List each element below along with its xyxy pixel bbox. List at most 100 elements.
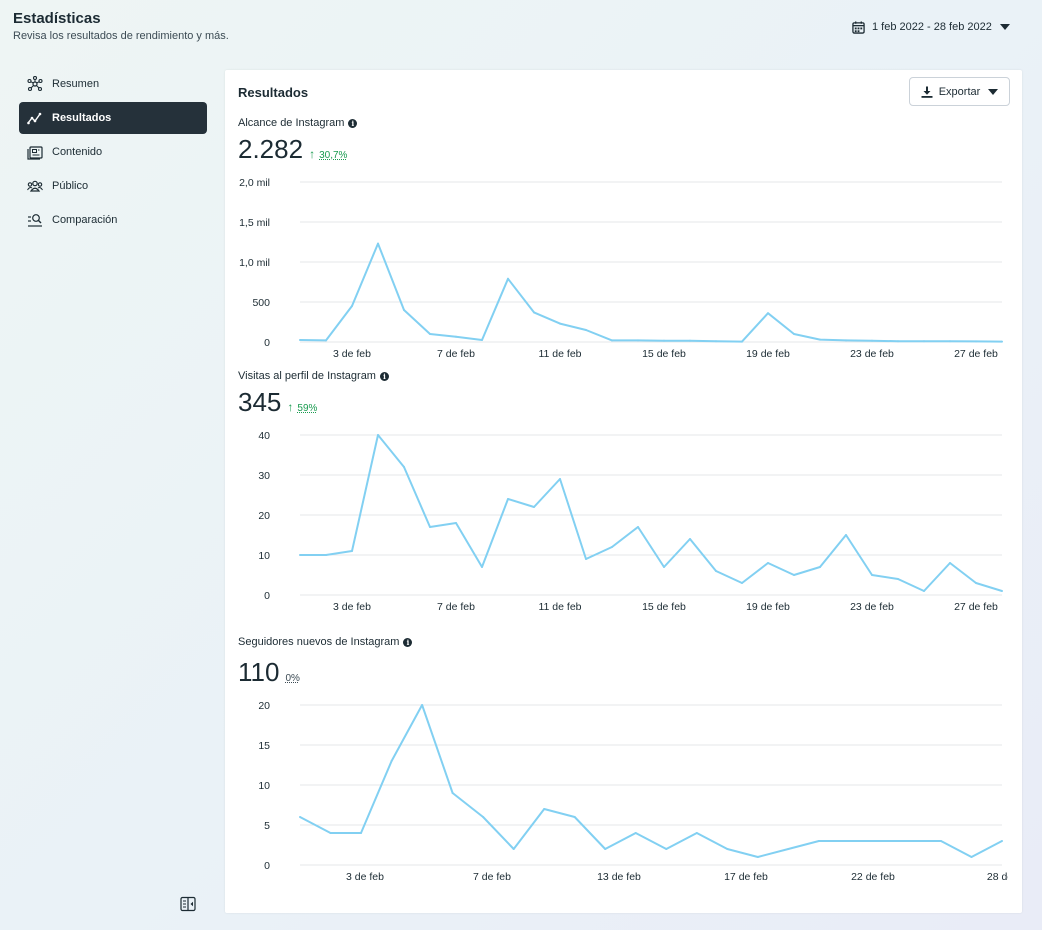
y-tick-label: 10 <box>258 550 270 562</box>
sidebar-item-publico[interactable]: Público <box>19 170 207 202</box>
x-tick-label: 11 de feb <box>538 348 581 360</box>
x-tick-label: 3 de feb <box>346 871 384 883</box>
trend-icon <box>26 109 44 127</box>
x-tick-label: 7 de feb <box>473 871 511 883</box>
data-point <box>403 466 405 468</box>
data-point <box>939 840 942 842</box>
sidebar-item-label: Público <box>52 180 89 192</box>
data-point <box>559 478 561 480</box>
audience-icon <box>26 177 44 195</box>
compare-icon <box>26 211 44 229</box>
page-subtitle: Revisa los resultados de rendimiento y m… <box>13 30 229 42</box>
data-point <box>695 832 698 834</box>
x-tick-label: 23 de feb <box>850 348 894 360</box>
x-tick-label: 17 de feb <box>724 871 768 883</box>
data-point <box>634 832 637 834</box>
x-tick-label: 27 de feb <box>954 348 998 360</box>
data-point <box>923 590 925 592</box>
metric-label: Seguidores nuevos de Instagram <box>238 636 400 648</box>
sidebar-item-resumen[interactable]: Resumen <box>19 68 207 100</box>
series-line <box>300 434 1003 592</box>
date-range-picker[interactable]: 1 feb 2022 - 28 feb 2022 <box>852 18 1010 36</box>
arrow-up-icon: ↑ <box>309 147 316 161</box>
card-title: Resultados <box>238 85 309 100</box>
delta-percent[interactable]: 59% <box>297 403 318 414</box>
delta-percent[interactable]: 0% <box>285 673 300 684</box>
data-point <box>756 856 759 858</box>
data-point <box>512 848 515 850</box>
data-point <box>949 562 951 564</box>
data-point <box>451 792 454 794</box>
metric-profile-visits: Visitas al perfil de Instagram i 345 ↑ 5… <box>238 369 1008 613</box>
metric-value: 110 <box>238 657 280 687</box>
calendar-icon <box>852 20 865 34</box>
data-point <box>299 339 301 341</box>
page-title: Estadísticas <box>13 10 101 27</box>
x-tick-label: 15 de feb <box>642 348 686 360</box>
sidebar-item-label: Resultados <box>52 112 112 124</box>
data-point <box>482 816 485 818</box>
metric-delta: 0% <box>285 673 299 684</box>
data-point <box>848 840 851 842</box>
data-point <box>663 566 665 568</box>
x-tick-label: 22 de feb <box>851 871 895 883</box>
data-point <box>1001 840 1003 842</box>
sidebar-item-contenido[interactable]: Contenido <box>19 136 207 168</box>
sidebar-toggle-icon[interactable] <box>180 896 196 912</box>
data-point <box>689 538 691 540</box>
metric-reach: Alcance de Instagram i 2.282 ↑ 30,7% 0 50… <box>238 116 1008 360</box>
y-tick-label: 20 <box>258 510 270 522</box>
data-point <box>665 848 668 850</box>
data-point <box>845 534 847 536</box>
metric-delta: ↑ 30,7% <box>309 147 347 161</box>
data-point <box>975 582 977 584</box>
data-point <box>871 574 873 576</box>
data-point <box>787 848 790 850</box>
y-tick-label: 40 <box>258 430 270 442</box>
info-icon[interactable]: i <box>379 371 389 381</box>
data-point <box>611 339 613 342</box>
y-tick-label: 2,0 mil <box>239 177 270 189</box>
data-point <box>604 848 607 850</box>
data-point <box>663 339 665 342</box>
data-point <box>559 322 561 325</box>
y-tick-label: 1,5 mil <box>239 217 270 229</box>
info-icon[interactable]: i <box>403 637 413 647</box>
x-tick-label: 3 de feb <box>333 601 371 613</box>
data-point <box>507 498 509 500</box>
metric-value: 345 <box>238 387 282 417</box>
data-point <box>299 816 301 818</box>
sidebar-item-label: Comparación <box>52 214 118 226</box>
data-point <box>481 339 483 341</box>
data-point <box>637 339 639 342</box>
data-point <box>351 550 353 552</box>
y-tick-label: 0 <box>264 860 270 872</box>
data-point <box>923 340 925 343</box>
sidebar-item-comparacion[interactable]: Comparación <box>19 204 207 236</box>
series-line <box>299 704 1003 858</box>
data-point <box>507 277 509 280</box>
metric-label: Alcance de Instagram <box>238 117 345 129</box>
data-point <box>689 339 691 342</box>
data-point <box>897 340 899 343</box>
data-point <box>377 434 379 436</box>
sidebar-item-resultados[interactable]: Resultados <box>19 102 207 134</box>
export-button[interactable]: Exportar <box>909 77 1010 106</box>
data-point <box>421 704 424 706</box>
metric-new-followers: Seguidores nuevos de Instagram i 110 0% … <box>238 635 1008 883</box>
date-range-label: 1 feb 2022 - 28 feb 2022 <box>872 21 992 33</box>
results-card: Resultados Exportar Alcance de Instagram… <box>225 70 1022 913</box>
x-tick-label: 15 de feb <box>642 601 686 613</box>
info-icon[interactable]: i <box>348 118 358 128</box>
x-tick-label: 27 de feb <box>954 601 998 613</box>
y-tick-label: 10 <box>258 780 270 792</box>
data-point <box>767 562 769 564</box>
data-point <box>819 566 821 568</box>
data-point <box>299 554 301 556</box>
delta-percent[interactable]: 30,7% <box>319 150 348 161</box>
metric-label: Visitas al perfil de Instagram <box>238 370 376 382</box>
data-point <box>819 338 821 341</box>
content-icon <box>26 143 44 161</box>
sidebar-nav: Resumen Resultados Contenido Público Com… <box>19 68 207 238</box>
data-point <box>1001 340 1003 343</box>
